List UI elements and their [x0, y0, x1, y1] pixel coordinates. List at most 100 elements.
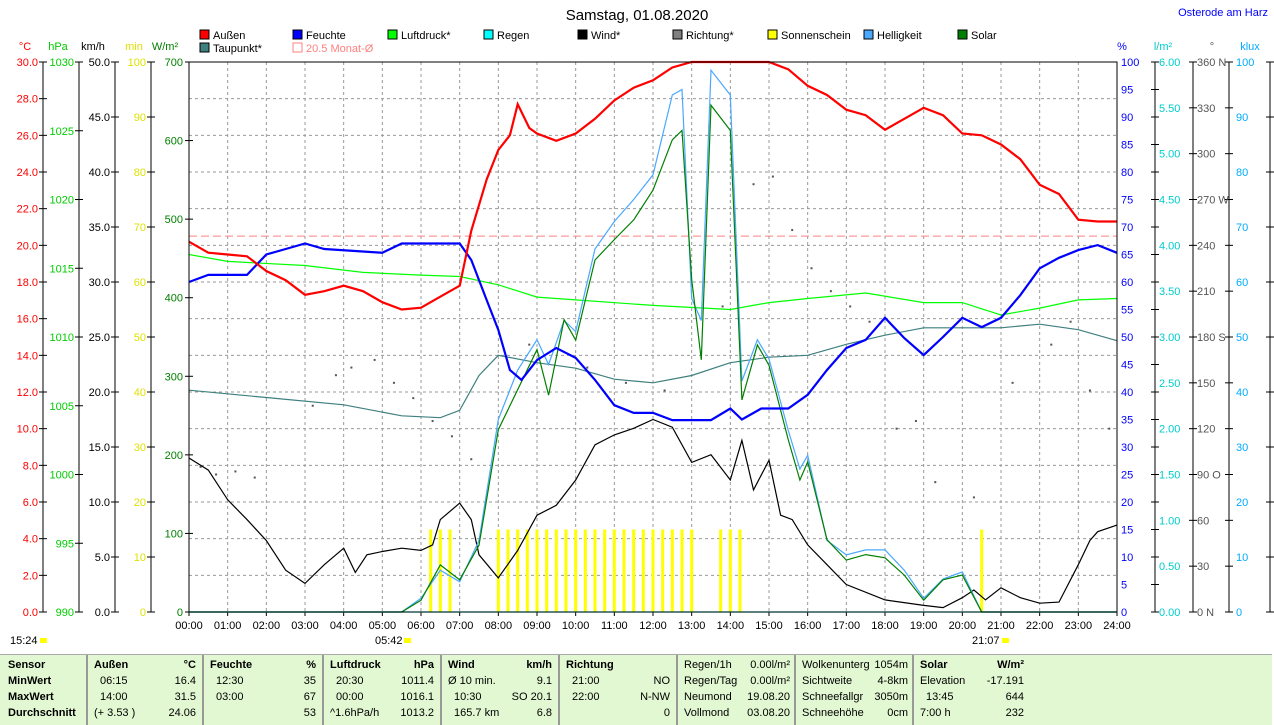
x-axis-tick-label: 15:00 — [755, 620, 783, 632]
stats-header: Luftdruck — [330, 659, 381, 671]
stats-col-solar: Solar W/m² Elevation -17.191 13:45 644 7… — [914, 655, 1030, 725]
stats-value: 10:30 — [454, 691, 482, 703]
sunshine-bar — [622, 529, 626, 612]
x-axis-tick-label: 17:00 — [833, 620, 861, 632]
legend-swatch — [767, 29, 778, 40]
legend-label: Sonnenschein — [781, 30, 851, 42]
direction-point — [663, 389, 666, 392]
legend-label: Außen — [213, 30, 245, 42]
legend-swatch — [577, 29, 588, 40]
axis-tick-label: 75 — [1121, 195, 1133, 207]
x-axis-tick-label: 21:00 — [987, 620, 1015, 632]
direction-point — [934, 481, 937, 484]
axis-tick-label: 45.0 — [89, 112, 110, 124]
sunrise-sun-icon — [404, 638, 411, 643]
sunshine-bar — [593, 529, 597, 612]
axis-tick-label: 10.0 — [89, 497, 110, 509]
axis-tick-label: 4.00 — [1159, 240, 1180, 252]
x-axis-tick-label: 04:00 — [330, 620, 358, 632]
sunshine-bar — [728, 529, 732, 612]
stats-label: 7:00 h — [920, 707, 951, 719]
direction-point — [586, 366, 589, 369]
x-axis-tick-label: 05:00 — [369, 620, 397, 632]
stats-value: 6.8 — [536, 707, 552, 719]
x-axis-tick-label: 24:00 — [1103, 620, 1131, 632]
stats-label: Regen/Tag — [684, 675, 738, 687]
axis-tick-label: 300 — [1197, 149, 1215, 161]
stats-col-richtung: Richtung 21:00 NO 22:00 N-NW 0 — [560, 655, 678, 725]
direction-point — [450, 435, 453, 438]
axis-tick-label: 6.00 — [1159, 57, 1180, 69]
stats-header: Außen — [94, 659, 129, 671]
series-line-feuchte — [188, 242, 1118, 422]
x-axis-tick-label: 10:00 — [562, 620, 590, 632]
legend-swatch — [387, 29, 398, 40]
x-axis-tick-label: 03:00 — [291, 620, 319, 632]
stats-header: Sensor — [8, 659, 46, 671]
direction-point — [791, 229, 794, 232]
direction-point — [199, 465, 202, 468]
legend-label: Richtung* — [686, 30, 734, 42]
axis-tick-label: 2.0 — [23, 570, 38, 582]
axis-tick-label: 95 — [1121, 85, 1133, 97]
legend-label: 20.5 Monat-Ø — [306, 43, 374, 55]
axis-tick-label: 50.0 — [89, 57, 110, 69]
stats-col-wind: Wind km/h Ø 10 min. 9.1 10:30 SO 20.1 16… — [442, 655, 560, 725]
axis-tick-label: 995 — [56, 538, 74, 550]
axis-tick-label: 20 — [134, 497, 146, 509]
axis-unit-temp: °C — [19, 41, 31, 53]
stats-unit: hPa — [413, 659, 434, 671]
stats-row-label: MaxWert — [8, 691, 54, 703]
axis-tick-label: 5 — [1121, 580, 1127, 592]
stats-label: Elevation — [920, 675, 966, 687]
axis-tick-label: 150 — [1197, 378, 1215, 390]
stats-value: 0cm — [887, 707, 908, 719]
legend-label: Feuchte — [306, 30, 346, 42]
axis-tick-label: 600 — [165, 136, 183, 148]
stats-value: 67 — [303, 691, 316, 703]
direction-point — [721, 305, 724, 308]
direction-point — [253, 476, 256, 479]
stats-header: Wind — [448, 659, 475, 671]
axis-tick-label: 0 — [177, 607, 183, 619]
series — [188, 60, 1118, 613]
stats-value: Ø 10 min. — [448, 675, 496, 687]
stats-value: 3050m — [874, 691, 908, 703]
axis-tick-label: 85 — [1121, 140, 1133, 152]
axis-tick-label: 2.00 — [1159, 424, 1180, 436]
series-line-luftdruck — [188, 253, 1118, 316]
x-axis-tick-label: 13:00 — [678, 620, 706, 632]
axis-tick-label: 400 — [165, 293, 183, 305]
stats-row-label: Durchschnitt — [8, 707, 76, 719]
stats-label: 13:45 — [926, 691, 954, 703]
direction-point — [1108, 427, 1111, 430]
axis-tick-label: 0 — [1121, 607, 1127, 619]
x-axis-tick-label: 14:00 — [717, 620, 745, 632]
axis-tick-label: 100 — [128, 57, 146, 69]
direction-point — [412, 397, 415, 400]
sunshine-bar — [980, 529, 984, 612]
x-axis-tick-label: 07:00 — [446, 620, 474, 632]
legend-swatch — [199, 29, 210, 40]
axis-tick-label: 1025 — [50, 126, 74, 138]
axis-tick-label: 60 — [1236, 277, 1248, 289]
axis-unit-solar: W/m² — [152, 41, 179, 53]
direction-point — [373, 358, 376, 361]
axis-tick-label: 65 — [1121, 250, 1133, 262]
axis-tick-label: 200 — [165, 450, 183, 462]
stats-value: -17.191 — [986, 675, 1024, 687]
direction-point — [215, 473, 218, 476]
axis-tick-label: 70 — [1121, 222, 1133, 234]
axis-tick-label: 40.0 — [89, 167, 110, 179]
axis-tick-label: 30 — [1197, 561, 1209, 573]
axis-tick-label: 80 — [1236, 167, 1248, 179]
axis-tick-label: 8.0 — [23, 460, 38, 472]
stats-value: 1054m — [874, 659, 908, 671]
axis-tick-label: 990 — [56, 607, 74, 619]
time-markers: 15:24 05:42 21:07 — [10, 635, 1009, 647]
stats-value: 00:00 — [336, 691, 364, 703]
axis-tick-label: 360 N — [1197, 57, 1226, 69]
stats-value: 22:00 — [572, 691, 600, 703]
axis-tick-label: 240 — [1197, 240, 1215, 252]
direction-point — [752, 183, 755, 186]
